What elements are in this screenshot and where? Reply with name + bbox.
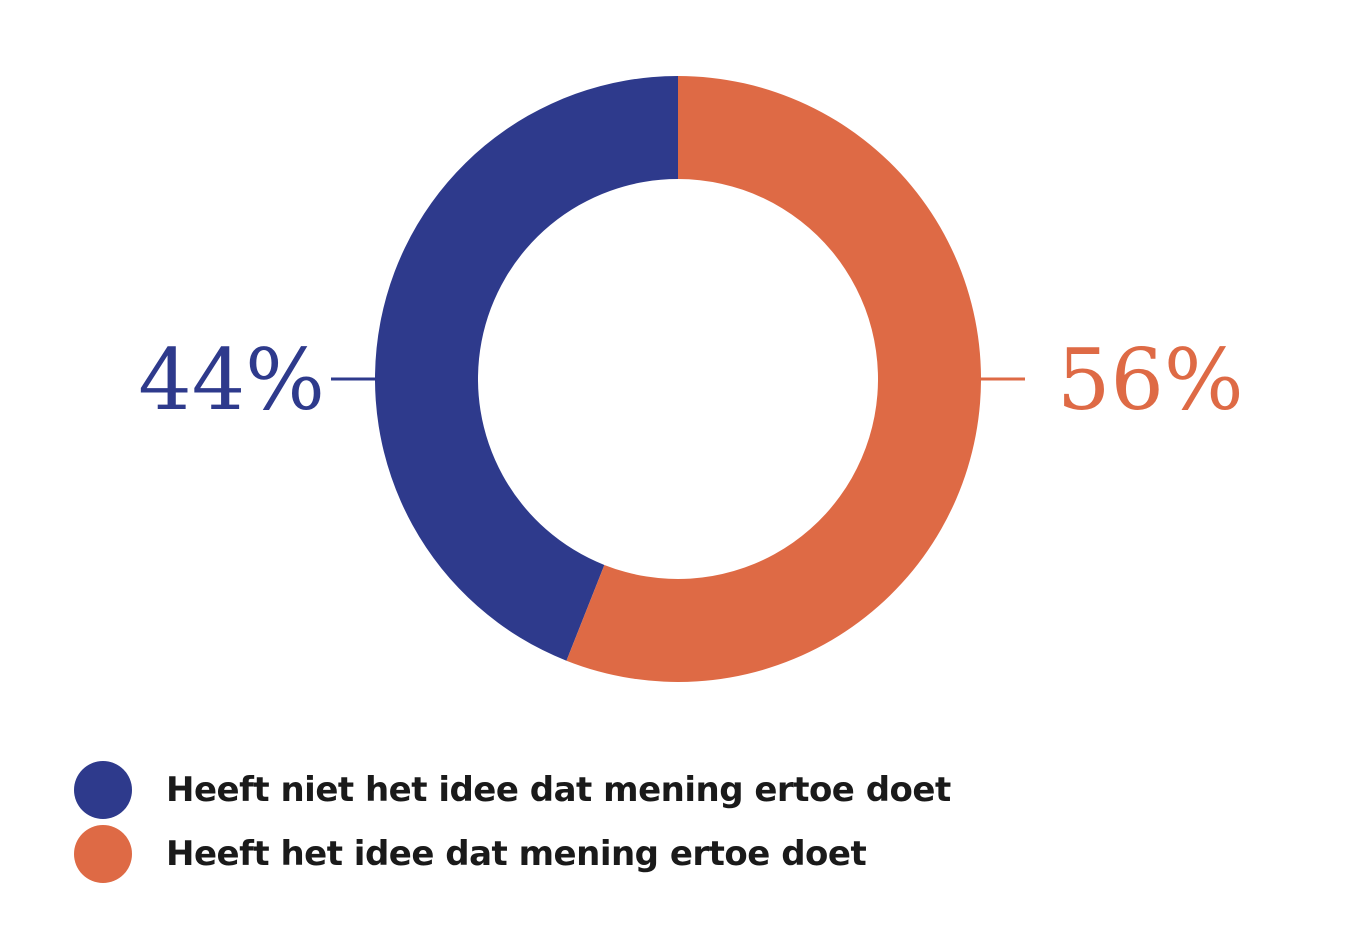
legend-item-not-matter: Heeft niet het idee dat mening ertoe doe…	[74, 758, 951, 822]
slice-not-matter	[374, 76, 678, 661]
legend: Heeft niet het idee dat mening ertoe doe…	[74, 758, 951, 886]
legend-item-matters: Heeft het idee dat mening ertoe doet	[74, 822, 951, 886]
slice-matters	[566, 76, 981, 682]
legend-label-not-matter: Heeft niet het idee dat mening ertoe doe…	[166, 770, 951, 810]
donut-slices	[374, 76, 981, 682]
legend-swatch-matters	[74, 825, 132, 883]
value-label-matters: 56%	[1057, 331, 1244, 429]
legend-label-matters: Heeft het idee dat mening ertoe doet	[166, 834, 867, 874]
legend-swatch-not-matter	[74, 761, 132, 819]
value-label-not-matter: 44%	[138, 331, 325, 429]
